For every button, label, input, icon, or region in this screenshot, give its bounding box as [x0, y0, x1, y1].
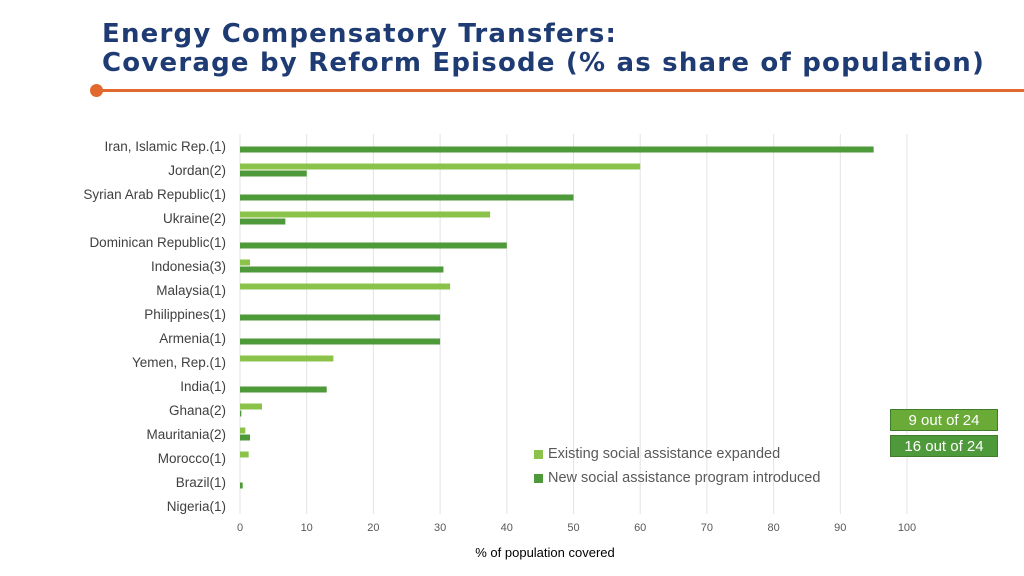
- y-category-label: Mauritania(2): [146, 427, 226, 442]
- bar-existing: [240, 355, 334, 362]
- bar-new: [240, 482, 243, 489]
- y-category-label: Syrian Arab Republic(1): [83, 187, 226, 202]
- legend-item-new: New social assistance program introduced: [534, 466, 820, 490]
- bar-new: [240, 266, 444, 273]
- x-tick-label: 80: [767, 522, 779, 534]
- bar-new: [240, 170, 307, 177]
- bar-new: [240, 218, 286, 225]
- y-category-label: Yemen, Rep.(1): [132, 355, 226, 370]
- x-tick-label: 30: [434, 522, 446, 534]
- y-category-label: Morocco(1): [158, 451, 226, 466]
- legend-label-existing: Existing social assistance expanded: [548, 446, 781, 462]
- bar-existing: [240, 163, 641, 170]
- existing-count-badge: 9 out of 24: [890, 409, 998, 431]
- x-tick-label: 50: [567, 522, 579, 534]
- x-axis-title: % of population covered: [475, 545, 614, 560]
- bar-new: [240, 386, 327, 393]
- y-category-label: Ghana(2): [169, 403, 226, 418]
- legend-item-existing: Existing social assistance expanded: [534, 442, 820, 466]
- bar-existing: [240, 259, 251, 266]
- x-tick-label: 60: [634, 522, 646, 534]
- title-line-1: Energy Compensatory Transfers:: [102, 19, 618, 49]
- title-underline: [97, 89, 1024, 92]
- y-category-label: Jordan(2): [168, 163, 226, 178]
- bar-new: [240, 146, 874, 153]
- legend-swatch-existing: [534, 449, 543, 459]
- x-tick-label: 10: [301, 522, 313, 534]
- bar-new: [240, 194, 574, 201]
- bar-existing: [240, 451, 249, 458]
- bar-new: [240, 314, 441, 321]
- x-tick-label: 40: [501, 522, 513, 534]
- y-category-label: Iran, Islamic Rep.(1): [104, 139, 226, 154]
- bar-new: [240, 434, 251, 441]
- legend-label-new: New social assistance program introduced: [548, 470, 821, 486]
- y-category-label: Indonesia(3): [151, 259, 226, 274]
- y-category-label: Dominican Republic(1): [89, 235, 226, 250]
- bar-new: [240, 338, 441, 345]
- x-tick-label: 70: [701, 522, 713, 534]
- y-category-label: Brazil(1): [176, 475, 226, 490]
- chart-title: Energy Compensatory Transfers: Coverage …: [102, 20, 985, 78]
- bar-new: [240, 242, 507, 249]
- bar-existing: [240, 211, 491, 218]
- bar-existing: [240, 283, 451, 290]
- x-tick-label: 20: [367, 522, 379, 534]
- y-category-label: India(1): [180, 379, 226, 394]
- bar-existing: [240, 427, 246, 434]
- bar-new: [240, 410, 242, 417]
- y-category-label: Malaysia(1): [156, 283, 226, 298]
- x-tick-label: 100: [898, 522, 916, 534]
- x-tick-label: 0: [237, 522, 243, 534]
- y-category-label: Nigeria(1): [167, 499, 226, 514]
- y-category-label: Ukraine(2): [163, 211, 226, 226]
- y-category-label: Philippines(1): [144, 307, 226, 322]
- new-count-badge: 16 out of 24: [890, 435, 998, 457]
- x-tick-label: 90: [834, 522, 846, 534]
- chart-legend: Existing social assistance expanded New …: [534, 442, 820, 490]
- y-category-label: Armenia(1): [159, 331, 226, 346]
- bar-existing: [240, 403, 263, 410]
- title-line-2: Coverage by Reform Episode (% as share o…: [102, 48, 986, 78]
- legend-swatch-new: [534, 473, 543, 483]
- title-underline-dot: [90, 84, 103, 97]
